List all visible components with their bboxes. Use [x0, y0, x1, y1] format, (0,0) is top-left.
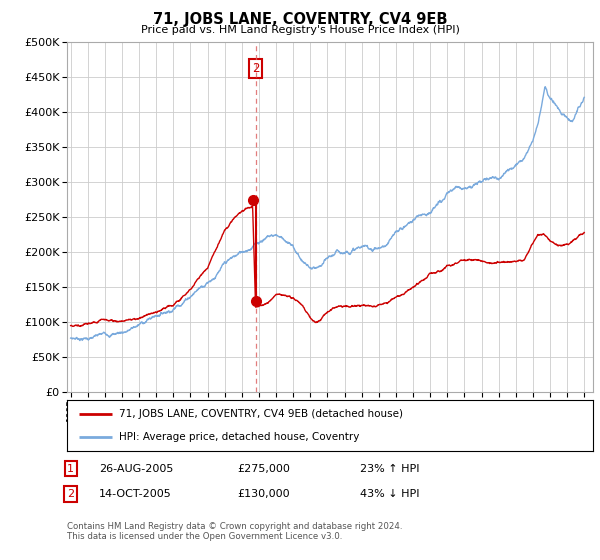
Text: 71, JOBS LANE, COVENTRY, CV4 9EB (detached house): 71, JOBS LANE, COVENTRY, CV4 9EB (detach…	[119, 409, 403, 419]
Text: 2: 2	[252, 62, 259, 75]
Text: 14-OCT-2005: 14-OCT-2005	[99, 489, 172, 499]
Text: 23% ↑ HPI: 23% ↑ HPI	[360, 464, 419, 474]
Text: £130,000: £130,000	[237, 489, 290, 499]
Text: 2: 2	[67, 489, 74, 499]
Text: 1: 1	[67, 464, 74, 474]
Text: HPI: Average price, detached house, Coventry: HPI: Average price, detached house, Cove…	[119, 432, 359, 442]
Text: £275,000: £275,000	[237, 464, 290, 474]
Text: 26-AUG-2005: 26-AUG-2005	[99, 464, 173, 474]
Text: Price paid vs. HM Land Registry's House Price Index (HPI): Price paid vs. HM Land Registry's House …	[140, 25, 460, 35]
Text: Contains HM Land Registry data © Crown copyright and database right 2024.
This d: Contains HM Land Registry data © Crown c…	[67, 522, 403, 542]
Text: 71, JOBS LANE, COVENTRY, CV4 9EB: 71, JOBS LANE, COVENTRY, CV4 9EB	[153, 12, 447, 27]
Text: 43% ↓ HPI: 43% ↓ HPI	[360, 489, 419, 499]
